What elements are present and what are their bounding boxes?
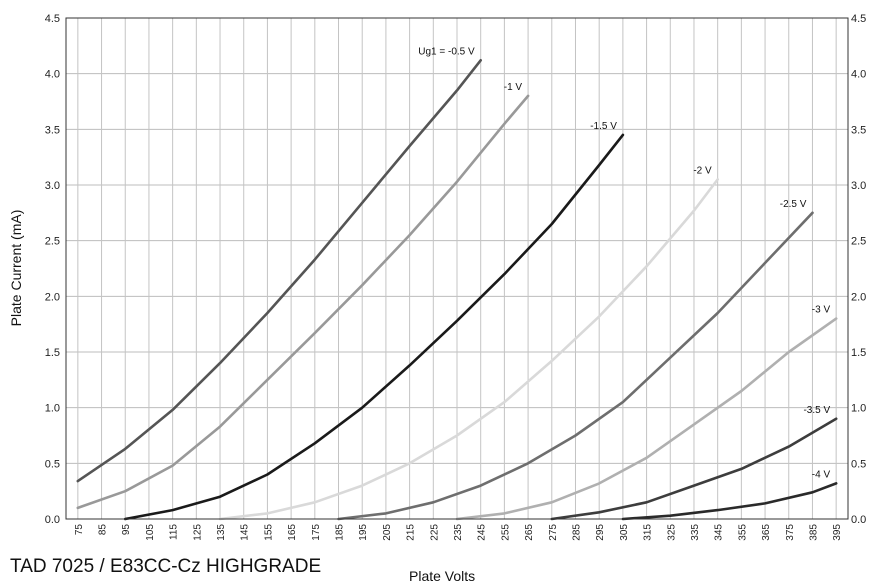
x-tick-label: 365 [761,524,772,541]
series-line [455,317,838,521]
series-line [76,58,483,483]
x-tick-label: 195 [358,524,369,541]
y-tick-label: 3.5 [45,124,60,136]
x-tick-label: 185 [335,524,346,541]
x-tick-label: 215 [406,524,417,541]
x-tick-label: 305 [619,524,630,541]
y2-tick-label: 2.0 [851,291,866,303]
y-tick-label: 4.0 [45,69,60,81]
x-tick-label: 105 [145,524,156,541]
y-axis-title: Plate Current (mA) [8,210,24,327]
x-axis-title: Plate Volts [409,568,476,584]
series-line [218,178,720,521]
axis-ticks: 0.0 0.0 0.5 0.5 1.0 1.0 1.5 1.5 2.0 2.0 2.5 2.5 3.0 3… [45,13,867,541]
series-label: -3 V [812,305,831,316]
x-tick-label: 245 [477,524,488,541]
x-tick-label: 125 [192,524,203,541]
y2-tick-label: 3.5 [851,124,866,136]
x-tick-label: 75 [74,524,85,536]
y2-tick-label: 1.0 [851,403,866,415]
x-tick-label: 355 [737,524,748,541]
x-tick-label: 255 [500,524,511,541]
y2-tick-label: 4.0 [851,69,866,81]
series-line [550,417,838,521]
series-label: -1.5 V [590,121,617,132]
x-tick-label: 235 [453,524,464,541]
y2-tick-label: 0.5 [851,458,866,470]
y-tick-label: 2.0 [45,291,60,303]
x-tick-label: 95 [121,524,132,536]
series-line [123,133,625,521]
x-tick-label: 375 [785,524,796,541]
x-tick-label: 285 [571,524,582,541]
x-tick-label: 115 [169,524,180,540]
series-label: -1 V [504,82,523,93]
x-tick-label: 275 [548,524,559,541]
y-tick-label: 1.5 [45,347,60,359]
series-label: -2 V [693,165,712,176]
x-tick-label: 205 [382,524,393,541]
y-tick-label: 0.5 [45,458,60,470]
x-tick-label: 85 [98,524,109,536]
y-tick-label: 1.0 [45,403,60,415]
series-lines [76,58,838,521]
x-tick-label: 385 [808,524,819,541]
series-line [76,94,530,510]
series-label: -2.5 V [780,199,807,210]
y2-tick-label: 2.5 [851,236,866,248]
x-tick-label: 155 [263,524,274,541]
y2-tick-label: 4.5 [851,13,866,25]
y2-tick-label: 1.5 [851,347,866,359]
series-line [621,482,838,521]
x-tick-label: 325 [666,524,677,541]
x-tick-label: 175 [311,524,322,541]
x-tick-label: 135 [216,524,227,541]
x-tick-label: 315 [643,524,654,541]
chart-caption: TAD 7025 / E83CC-Cz HIGHGRADE [10,556,322,577]
x-tick-label: 225 [429,524,440,541]
y2-tick-label: 3.0 [851,180,866,192]
x-tick-label: 395 [832,524,843,541]
plot-frame [65,17,849,520]
series-labels: Ug1 = -0.5 V -1 V -1.5 V -2 V -2.5 V -3 V -3.5… [418,46,830,480]
x-tick-label: 345 [714,524,725,541]
y-tick-label: 3.0 [45,180,60,192]
series-label: Ug1 = -0.5 V [418,46,475,57]
x-tick-label: 265 [524,524,535,541]
series-line [337,211,814,521]
series-label: -3.5 V [803,405,830,416]
y2-tick-label: 0.0 [851,514,866,526]
x-tick-label: 295 [595,524,606,541]
series-label: -4 V [812,469,831,480]
x-tick-label: 335 [690,524,701,541]
y-tick-label: 4.5 [45,13,60,25]
y-tick-label: 0.0 [45,514,60,526]
x-tick-label: 165 [287,524,298,541]
x-tick-label: 145 [240,524,251,541]
y-tick-label: 2.5 [45,236,60,248]
